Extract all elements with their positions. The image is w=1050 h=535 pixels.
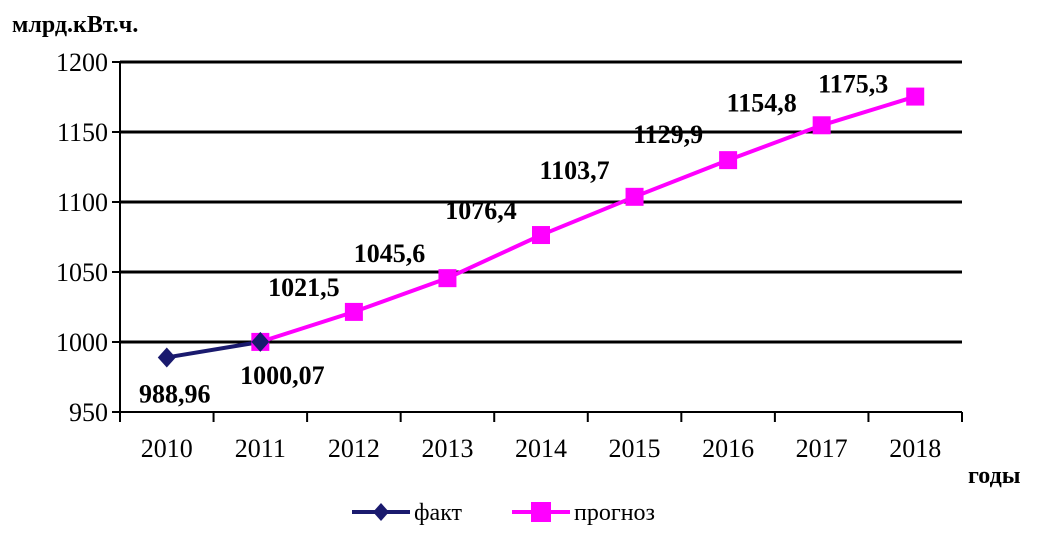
series-line-forecast [259, 94, 916, 344]
data-label: 1076,4 [445, 196, 517, 225]
y-tick-label: 1100 [57, 188, 108, 217]
legend-marker-square [531, 502, 551, 522]
legend-label: факт [414, 500, 463, 526]
data-label: 1175,3 [818, 70, 888, 99]
forecast-marker [625, 187, 644, 206]
y-tick-label: 950 [69, 398, 108, 427]
data-label: 1154,8 [727, 88, 797, 117]
x-tick-label: 2014 [515, 434, 567, 463]
legend-label: прогноз [574, 500, 655, 526]
data-labels: 988,96 1000,07 1021,5 1045,6 1076,4 1103,7 112… [139, 70, 888, 409]
x-tick-label: 2010 [141, 434, 193, 463]
data-label: 1045,6 [354, 239, 426, 268]
grid-lines [120, 60, 962, 344]
x-tick-labels: 2010 2011 2012 2013 2014 2015 2016 2017 2018 [141, 434, 941, 463]
x-tick-label: 2011 [235, 434, 286, 463]
x-tick-label: 2017 [796, 434, 848, 463]
y-axis-title: млрд.кВт.ч. [12, 12, 138, 38]
x-tick-label: 2016 [702, 434, 754, 463]
forecast-marker [438, 269, 457, 288]
forecast-marker [719, 151, 738, 170]
series-markers [157, 87, 925, 368]
forecast-marker [532, 226, 550, 245]
data-label: 1103,7 [540, 156, 610, 185]
data-label: 988,96 [139, 379, 211, 408]
x-tick-label: 2015 [609, 434, 661, 463]
fact-marker [157, 347, 176, 368]
y-tick-label: 1000 [56, 328, 108, 357]
forecast-marker [812, 116, 831, 135]
legend: факт прогноз [352, 500, 655, 526]
x-tick-label: 2018 [889, 434, 941, 463]
series-line-fact [166, 339, 261, 360]
series-lines [166, 94, 916, 360]
axes [112, 61, 963, 422]
data-label: 1021,5 [268, 273, 340, 302]
data-label: 1000,07 [240, 361, 325, 390]
forecast-marker [906, 87, 925, 106]
y-tick-labels: 950 1000 1050 1100 1150 1200 [56, 48, 108, 427]
fact-marker [251, 331, 270, 352]
data-label: 1129,9 [633, 120, 703, 149]
x-tick-label: 2012 [328, 434, 380, 463]
forecast-marker [344, 302, 363, 321]
legend-marker-diamond [373, 503, 389, 521]
y-tick-label: 1200 [56, 48, 108, 77]
y-tick-label: 1050 [56, 258, 108, 287]
y-tick-label: 1150 [57, 118, 108, 147]
x-axis-title: годы [968, 463, 1021, 489]
x-tick-label: 2013 [421, 434, 473, 463]
